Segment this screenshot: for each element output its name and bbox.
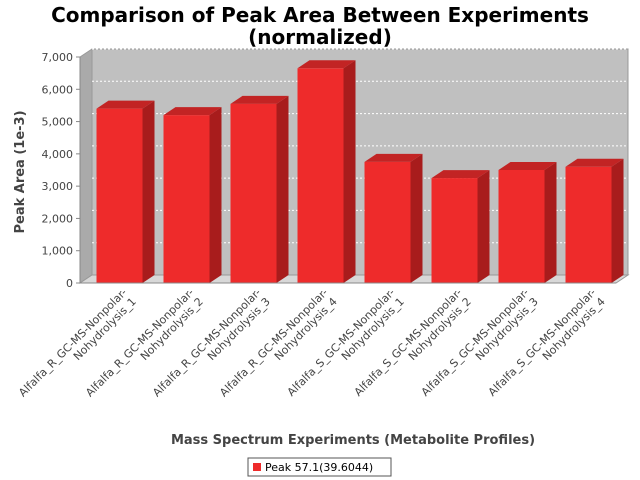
bar-side: [276, 95, 289, 283]
y-tick-label: 2,000: [42, 212, 74, 225]
plot-left-wall: [79, 48, 93, 284]
chart-title-line2: (normalized): [248, 25, 392, 49]
y-tick-label: 0: [66, 277, 73, 290]
bar-top: [431, 170, 490, 179]
bar: [364, 153, 423, 283]
y-tick-label: 5,000: [42, 116, 74, 129]
bar-front: [565, 166, 612, 283]
bar: [498, 162, 557, 283]
bar-top: [565, 158, 624, 167]
legend-box: [247, 457, 392, 477]
legend: Peak 57.1(39.6044): [247, 457, 392, 477]
bar-front: [297, 68, 344, 283]
bar-front: [163, 115, 210, 283]
y-tick-label: 1,000: [42, 245, 74, 258]
y-axis-label: Peak Area (1e-3): [13, 110, 28, 233]
bar: [431, 170, 490, 283]
bar-top: [297, 60, 356, 69]
bar-side: [410, 153, 423, 283]
bar: [96, 100, 155, 284]
bar-side: [544, 162, 557, 283]
bar: [297, 60, 356, 283]
bar-top: [163, 107, 222, 116]
y-tick-label: 7,000: [42, 51, 74, 64]
x-axis: Alfalfa_R_GC-MS-Nonpolar-Nohydrolysis_1A…: [16, 282, 616, 409]
bar-front: [96, 108, 143, 284]
bar-side: [343, 60, 356, 283]
bar-side: [142, 100, 155, 284]
bar-side: [209, 107, 222, 283]
bar-side: [477, 170, 490, 283]
y-axis: 0 1,000 2,000 3,000 4,000 5,000 6,000 7,000: [42, 51, 81, 290]
legend-item-label: Peak 57.1(39.6044): [265, 461, 373, 474]
bar-front: [364, 161, 411, 283]
bar: [230, 95, 289, 283]
y-tick-label: 6,000: [42, 83, 74, 96]
x-tick-label: Alfalfa_R_GC-MS-Nonpolar-Nohydrolysis_1: [16, 286, 139, 409]
x-axis-label: Mass Spectrum Experiments (Metabolite Pr…: [171, 433, 535, 448]
bar-front: [498, 170, 545, 283]
bar: [565, 158, 624, 283]
bar-top: [498, 162, 557, 170]
bar-front: [431, 178, 478, 283]
bar-top: [230, 95, 289, 104]
bar-front: [230, 103, 277, 283]
y-tick-label: 4,000: [42, 148, 74, 161]
chart-title-line1: Comparison of Peak Area Between Experime…: [51, 3, 589, 27]
bar-top: [364, 153, 423, 162]
bar-top: [96, 100, 155, 109]
y-tick-label: 3,000: [42, 180, 74, 193]
bar-side: [611, 158, 624, 283]
legend-swatch: [253, 463, 261, 471]
bar: [163, 107, 222, 283]
x-tick-label-line: Alfalfa_R_GC-MS-Nonpolar-: [16, 286, 129, 399]
bars-group: [96, 60, 624, 284]
